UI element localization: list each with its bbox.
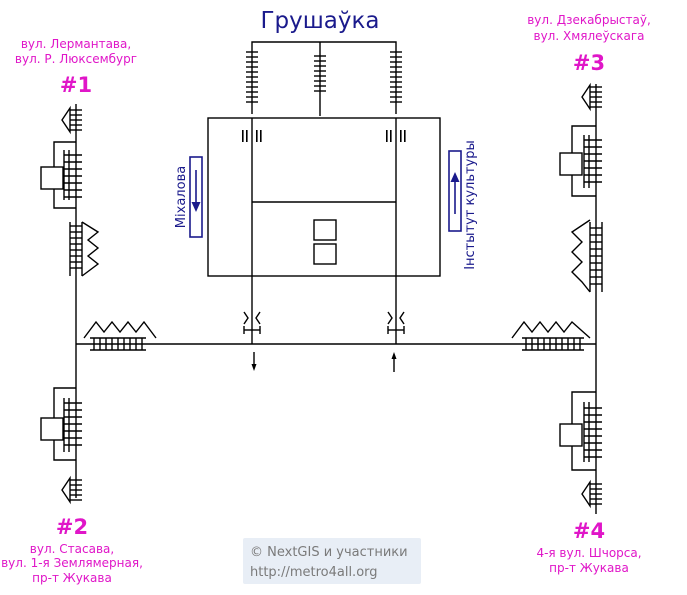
escalator-icon bbox=[390, 51, 402, 103]
ticket-hall-icon bbox=[559, 391, 602, 471]
exit-1-line-2: вул. Р. Люксембург bbox=[15, 52, 137, 66]
elevator-icon bbox=[313, 219, 337, 265]
exit-3-label: вул. Дзекабрыстаў, вул. Хмялеўскага #3 bbox=[527, 13, 651, 75]
escalator-icon bbox=[83, 320, 157, 351]
arrow-up-icon bbox=[450, 172, 460, 182]
escalator-icon bbox=[246, 51, 258, 103]
left-passage bbox=[40, 104, 157, 505]
exit-4-line-2: пр-т Жукава bbox=[549, 561, 629, 575]
stairs-icon bbox=[581, 82, 602, 112]
credits-link[interactable]: http://metro4all.org bbox=[250, 565, 378, 580]
platform-left-label: Міхалова bbox=[174, 166, 189, 228]
exit-4-number: #4 bbox=[573, 519, 605, 543]
platform-hall: Міхалова Інстытут культуры bbox=[174, 41, 478, 372]
stairs-icon bbox=[61, 105, 82, 135]
platform-left-box bbox=[189, 156, 203, 238]
stairs-icon bbox=[581, 479, 602, 509]
exit-4-line-1: 4-я вул. Шчорса, bbox=[536, 546, 641, 560]
credits-box: © NextGIS и участники http://metro4all.o… bbox=[243, 538, 421, 584]
stairs-icon bbox=[61, 475, 82, 505]
platform-right: Інстытут культуры bbox=[448, 140, 478, 270]
gate-icon bbox=[242, 130, 262, 142]
exit-4-label: #4 4-я вул. Шчорса, пр-т Жукава bbox=[536, 519, 641, 575]
exit-2-label: #2 вул. Стасава, вул. 1-я Землямерная, п… bbox=[1, 515, 143, 585]
ticket-hall-icon bbox=[559, 125, 602, 197]
arrow-up-icon bbox=[391, 352, 397, 372]
exit-2-line-3: пр-т Жукава bbox=[32, 571, 112, 585]
credits-line-1: © NextGIS и участники bbox=[250, 545, 408, 560]
exit-2-line-2: вул. 1-я Землямерная, bbox=[1, 556, 143, 570]
exit-2-number: #2 bbox=[56, 515, 88, 539]
escalator-icon bbox=[511, 320, 591, 351]
platform-right-label: Інстытут культуры bbox=[463, 140, 478, 270]
ticket-hall-icon bbox=[40, 387, 82, 461]
platform-left: Міхалова bbox=[174, 156, 203, 238]
platform-right-box bbox=[448, 150, 462, 232]
escalator-icon bbox=[570, 219, 603, 293]
ticket-hall-icon bbox=[40, 141, 82, 209]
arrow-down-icon bbox=[251, 352, 257, 371]
exit-3-line-1: вул. Дзекабрыстаў, bbox=[527, 13, 651, 27]
turnstile-icon bbox=[387, 311, 405, 334]
right-passage bbox=[511, 82, 603, 514]
exit-3-number: #3 bbox=[573, 51, 605, 75]
escalator-icon bbox=[69, 221, 100, 277]
gate-icon bbox=[386, 130, 406, 142]
exit-1-number: #1 bbox=[60, 73, 92, 97]
escalator-icon bbox=[314, 55, 326, 92]
arrow-down-icon bbox=[191, 202, 201, 212]
exit-1-label: вул. Лермантава, вул. Р. Люксембург #1 bbox=[15, 37, 137, 97]
exit-3-line-2: вул. Хмялеўскага bbox=[534, 29, 645, 43]
exit-2-line-1: вул. Стасава, bbox=[30, 542, 114, 556]
turnstile-icon bbox=[243, 311, 261, 334]
station-title: Грушаўка bbox=[261, 8, 380, 34]
exit-1-line-1: вул. Лермантава, bbox=[21, 37, 131, 51]
credits-line-2[interactable]: http://metro4all.org bbox=[250, 565, 378, 580]
